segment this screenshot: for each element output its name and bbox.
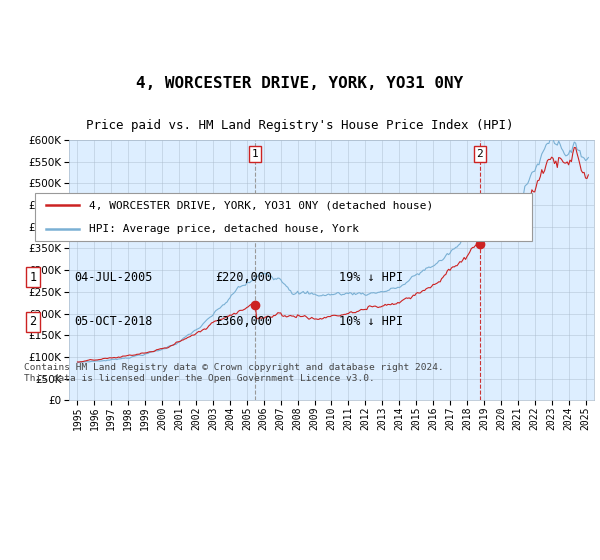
Text: 10% ↓ HPI: 10% ↓ HPI bbox=[340, 315, 404, 328]
FancyBboxPatch shape bbox=[35, 193, 532, 241]
Text: HPI: Average price, detached house, York: HPI: Average price, detached house, York bbox=[89, 223, 359, 234]
Text: Contains HM Land Registry data © Crown copyright and database right 2024.
This d: Contains HM Land Registry data © Crown c… bbox=[23, 363, 443, 383]
Text: 2: 2 bbox=[476, 149, 483, 159]
Text: 4, WORCESTER DRIVE, YORK, YO31 0NY: 4, WORCESTER DRIVE, YORK, YO31 0NY bbox=[136, 77, 464, 91]
Text: 05-OCT-2018: 05-OCT-2018 bbox=[74, 315, 153, 328]
Text: 19% ↓ HPI: 19% ↓ HPI bbox=[340, 270, 404, 283]
Text: 1: 1 bbox=[252, 149, 259, 159]
Text: 2: 2 bbox=[29, 315, 37, 328]
Text: 1: 1 bbox=[29, 270, 37, 283]
Text: Price paid vs. HM Land Registry's House Price Index (HPI): Price paid vs. HM Land Registry's House … bbox=[86, 119, 514, 133]
Text: 04-JUL-2005: 04-JUL-2005 bbox=[74, 270, 153, 283]
Text: £360,000: £360,000 bbox=[215, 315, 272, 328]
Text: 4, WORCESTER DRIVE, YORK, YO31 0NY (detached house): 4, WORCESTER DRIVE, YORK, YO31 0NY (deta… bbox=[89, 200, 434, 211]
Text: £220,000: £220,000 bbox=[215, 270, 272, 283]
